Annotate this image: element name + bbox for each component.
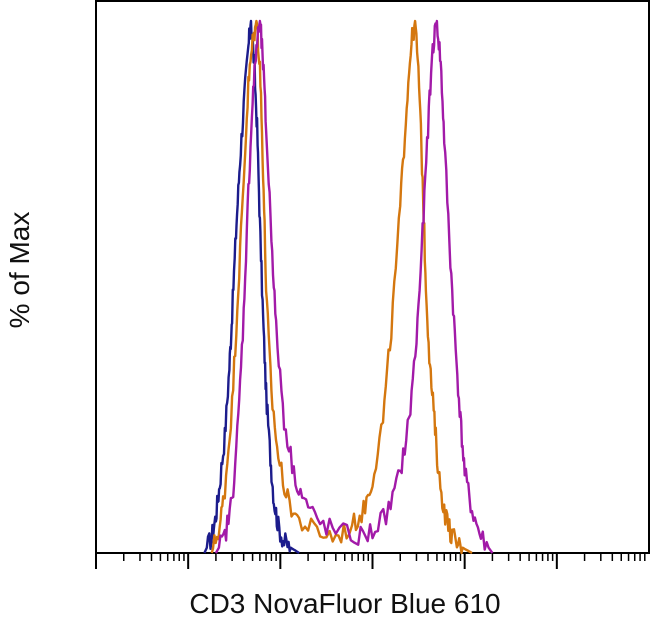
y-axis-label: % of Max [4,211,35,329]
series-line-0 [203,19,300,554]
series-lines [203,19,494,555]
plot-frame [95,0,650,554]
series-line-1 [210,19,473,555]
x-axis-ticks [95,553,646,569]
x-axis-label: CD3 NovaFluor Blue 610 [189,588,501,619]
series-line-2 [214,19,494,554]
